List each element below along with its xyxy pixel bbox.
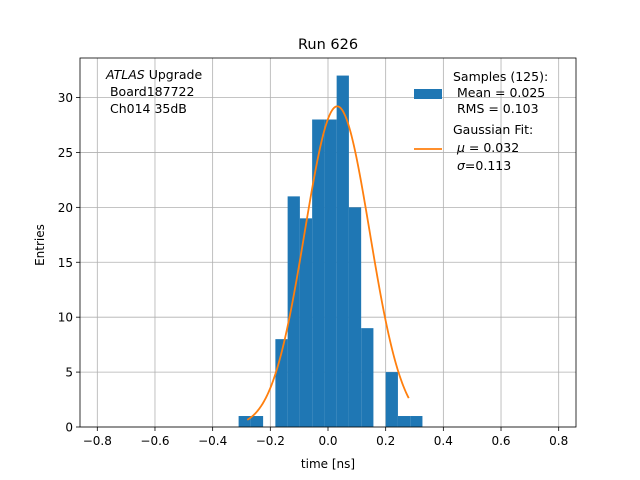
mu-symbol: μ	[456, 140, 465, 155]
y-tick-label: 0	[65, 421, 73, 435]
histogram-bar	[348, 207, 362, 427]
y-axis-label: Entries	[33, 224, 47, 266]
legend-samples-title: Samples (125):	[453, 69, 548, 84]
sigma-symbol: σ	[457, 158, 466, 173]
legend-fit-title: Gaussian Fit:	[453, 122, 533, 137]
legend: Samples (125): Mean = 0.025 RMS = 0.103 …	[414, 69, 548, 173]
x-axis-ticks: −0.8 −0.6 −0.4 −0.2 0.0 0.2 0.4 0.6 0.8	[83, 427, 568, 448]
histogram-bar	[312, 119, 325, 427]
x-tick-label: 0.8	[549, 434, 568, 448]
info-line-channel: Ch014 35dB	[106, 101, 187, 116]
gaussian-fit-curve	[246, 105, 410, 421]
x-tick-label: 0.4	[434, 434, 453, 448]
x-tick-label: −0.8	[83, 434, 112, 448]
x-tick-label: −0.4	[198, 434, 227, 448]
y-tick-label: 20	[58, 201, 73, 215]
x-tick-label: −0.6	[140, 434, 169, 448]
y-tick-label: 10	[58, 311, 73, 325]
mu-value: = 0.032	[465, 140, 519, 155]
info-line-atlas: ATLAS Upgrade	[105, 67, 202, 82]
info-text: ATLAS Upgrade Board187722 Ch014 35dB	[105, 67, 202, 116]
histogram-bar	[385, 372, 398, 427]
legend-fit-sigma: σ=0.113	[453, 158, 511, 173]
histogram-bar	[299, 218, 313, 427]
x-tick-label: 0.6	[491, 434, 510, 448]
legend-samples-swatch	[414, 89, 442, 99]
y-tick-label: 5	[65, 366, 73, 380]
info-line-board: Board187722	[106, 84, 194, 99]
legend-samples-rms: RMS = 0.103	[453, 101, 539, 116]
x-axis-label: time [ns]	[301, 457, 355, 471]
x-tick-label: 0.2	[376, 434, 395, 448]
legend-samples-mean: Mean = 0.025	[453, 85, 545, 100]
histogram-bar	[336, 75, 349, 428]
y-tick-label: 30	[58, 91, 73, 105]
histogram-bars	[238, 75, 423, 428]
x-tick-label: 0.0	[318, 434, 337, 448]
histogram-bar	[324, 119, 337, 427]
atlas-label: ATLAS	[105, 67, 145, 82]
y-axis-ticks: 0 5 10 15 20 25 30	[58, 91, 80, 435]
y-tick-label: 25	[58, 146, 73, 160]
sigma-value: =0.113	[465, 158, 511, 173]
histogram-bar	[410, 416, 423, 427]
y-tick-label: 15	[58, 256, 73, 270]
histogram-bar	[238, 416, 251, 427]
histogram-bar	[287, 196, 300, 427]
upgrade-label: Upgrade	[145, 67, 203, 82]
chart-title: Run 626	[298, 37, 358, 53]
histogram-bar	[361, 328, 374, 427]
legend-fit-mu: μ = 0.032	[453, 140, 519, 155]
x-tick-label: −0.2	[256, 434, 285, 448]
gaussian-fit	[246, 105, 410, 421]
histogram-bar	[250, 416, 264, 427]
histogram-bar	[397, 416, 411, 427]
